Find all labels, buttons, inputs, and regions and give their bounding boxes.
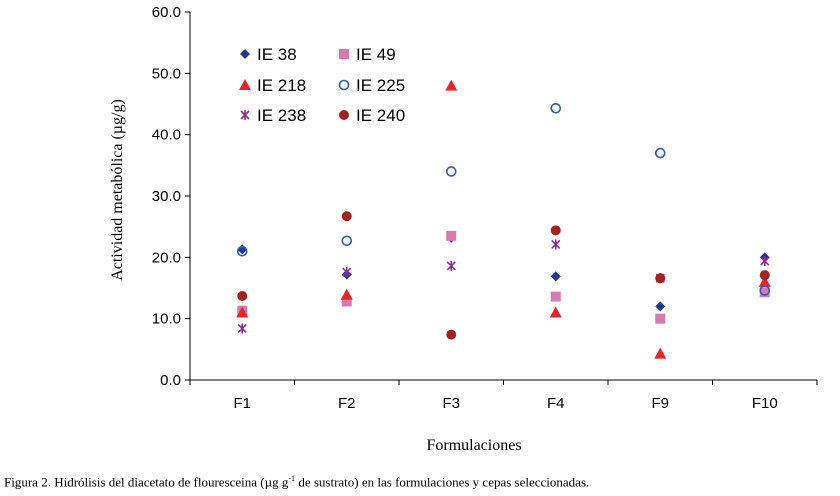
point-ie-38 xyxy=(550,271,561,282)
point-ie-218 xyxy=(340,288,353,300)
legend-marker-ie-225 xyxy=(338,79,350,91)
point-ie-240 xyxy=(550,225,561,236)
point-ie-49 xyxy=(446,230,457,241)
point-ie-238 xyxy=(446,260,456,271)
x-tick-label: F4 xyxy=(547,395,565,412)
point-ie-238 xyxy=(760,256,770,267)
y-axis-ticks: 0.0 10.0 20.0 30.0 40.0 50.0 60.0 xyxy=(152,4,190,389)
point-ie-240 xyxy=(655,273,666,284)
x-tick-label: F10 xyxy=(752,395,778,412)
point-ie-225 xyxy=(759,285,771,296)
point-ie-49 xyxy=(759,287,770,298)
point-ie-240 xyxy=(341,211,352,222)
legend-label-ie-49: IE 49 xyxy=(356,45,396,64)
legend-label-ie-240: IE 240 xyxy=(356,106,405,125)
point-ie-225 xyxy=(445,166,457,177)
point-ie-49 xyxy=(655,313,666,324)
point-ie-49 xyxy=(550,291,561,302)
point-ie-240 xyxy=(446,329,457,340)
x-tick-label: F2 xyxy=(338,395,356,412)
point-ie-218 xyxy=(758,275,771,287)
x-axis-title: Formulaciones xyxy=(426,437,521,454)
y-axis-title: Actividad metabólica (µg/g) xyxy=(109,99,126,281)
legend-label-ie-38: IE 38 xyxy=(257,45,297,64)
x-tick-label: F3 xyxy=(442,395,460,412)
legend-marker-ie-49 xyxy=(339,49,349,59)
legend-marker-ie-38 xyxy=(240,49,250,59)
y-tick-label: 20.0 xyxy=(152,249,181,266)
legend-label-ie-218: IE 218 xyxy=(257,76,306,95)
point-ie-238 xyxy=(237,323,247,334)
point-ie-225 xyxy=(236,245,248,257)
y-tick-label: 10.0 xyxy=(152,311,181,328)
point-ie-240 xyxy=(237,290,248,301)
legend-marker-ie-218 xyxy=(239,79,251,90)
x-tick-label: F1 xyxy=(233,395,251,412)
point-ie-225 xyxy=(654,147,666,159)
point-ie-218 xyxy=(236,306,249,318)
point-ie-218 xyxy=(654,347,667,359)
point-ie-238 xyxy=(551,239,561,250)
caption-suffix: de sustrato) en las formulaciones y cepa… xyxy=(295,474,590,490)
point-ie-218 xyxy=(445,79,458,91)
legend-marker-ie-240 xyxy=(339,110,349,120)
point-ie-225 xyxy=(341,235,353,247)
point-ie-240 xyxy=(759,270,770,281)
point-ie-218 xyxy=(549,306,562,318)
point-ie-49 xyxy=(341,296,352,307)
legend-label-ie-238: IE 238 xyxy=(257,106,306,125)
x-axis-ticks: F1 F2 F3 F4 F9 F10 xyxy=(189,380,818,412)
y-tick-label: 50.0 xyxy=(152,65,181,82)
data-points xyxy=(236,79,771,359)
y-tick-label: 40.0 xyxy=(152,127,181,144)
caption-prefix: Figura 2. Hidrólisis del diacetato de fl… xyxy=(4,474,289,490)
point-ie-225 xyxy=(550,102,562,114)
x-tick-label: F9 xyxy=(651,395,669,412)
legend: IE 38 IE 49 IE 218 IE 225 IE 238 IE 240 xyxy=(239,45,405,125)
point-ie-38 xyxy=(655,301,666,312)
y-tick-label: 30.0 xyxy=(152,188,181,205)
caption-superscript: -1 xyxy=(288,474,296,483)
scatter-chart: 0.010.020.030.040.050.060.0 F1 F2 F3 F4 F9 F1… xyxy=(109,4,818,454)
y-tick-label: 0.0 xyxy=(160,372,181,389)
legend-label-ie-225: IE 225 xyxy=(356,76,405,95)
point-ie-238 xyxy=(342,267,352,278)
chart-axes xyxy=(189,12,817,381)
legend-marker-ie-238 xyxy=(240,110,250,120)
y-tick-label: 60.0 xyxy=(152,4,181,21)
figure-caption: Figura 2. Hidrólisis del diacetato de fl… xyxy=(4,474,836,490)
